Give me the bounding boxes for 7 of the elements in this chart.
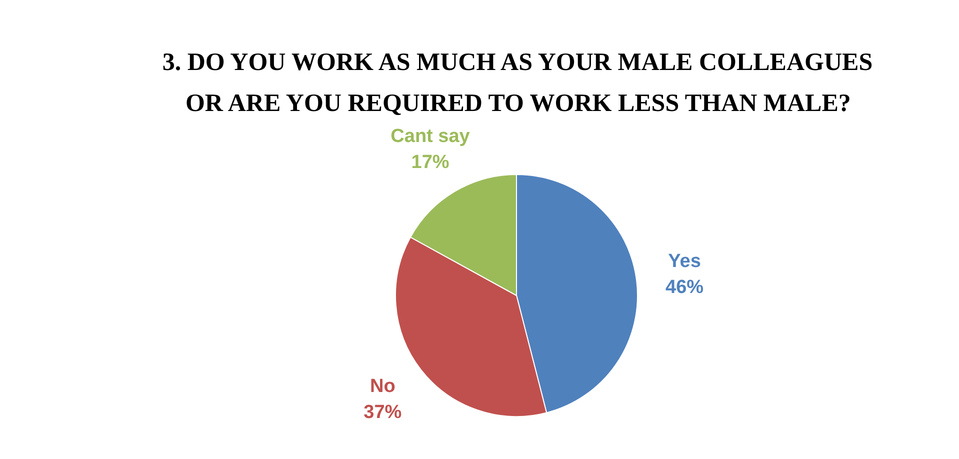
chart-title: 3. DO YOU WORK AS MUCH AS YOUR MALE COLLEAGUES OR ARE YOU REQUIRED TO WORK LESS THAN MALE? xyxy=(162,49,873,117)
slice-label: Yes xyxy=(668,250,701,272)
data-label: 37% xyxy=(364,402,402,423)
slice-label: No xyxy=(370,376,396,397)
slice-label: Cant say xyxy=(390,126,470,148)
data-label: 46% xyxy=(666,276,704,298)
data-label: 17% xyxy=(411,152,450,174)
